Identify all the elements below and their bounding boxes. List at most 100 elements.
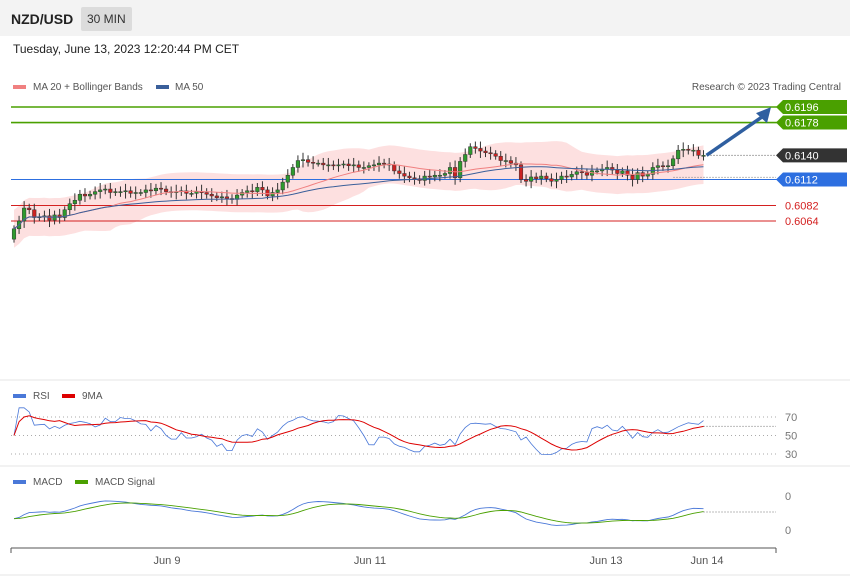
level-tag bbox=[776, 172, 847, 187]
candle-body bbox=[366, 165, 371, 168]
candle-body bbox=[610, 167, 615, 171]
pair-title: NZD/USD bbox=[11, 11, 74, 27]
candle-body bbox=[280, 181, 285, 191]
candle-body bbox=[224, 196, 229, 199]
candle-body bbox=[194, 191, 199, 194]
candle-body bbox=[615, 169, 620, 174]
x-tick-label: Jun 9 bbox=[154, 555, 181, 567]
candle-body bbox=[361, 167, 366, 169]
macd-signal-line bbox=[13, 502, 704, 524]
candle-body bbox=[665, 165, 671, 167]
ma50-line bbox=[13, 166, 704, 230]
candle-body bbox=[255, 187, 260, 192]
candle-body bbox=[204, 192, 209, 195]
candle-body bbox=[458, 161, 463, 179]
candle-body bbox=[584, 172, 589, 176]
candle-body bbox=[529, 176, 534, 182]
candle-body bbox=[427, 175, 432, 178]
candle-body bbox=[595, 170, 600, 173]
candle-body bbox=[214, 195, 219, 198]
candle-body bbox=[660, 165, 666, 167]
candle-body bbox=[473, 146, 478, 149]
main-legend: MA 20 + Bollinger Bands MA 50 bbox=[13, 82, 204, 93]
candle-body bbox=[676, 149, 681, 160]
candle-body bbox=[189, 193, 194, 195]
candle-body bbox=[376, 162, 382, 166]
candle-body bbox=[11, 228, 17, 240]
candle-body bbox=[645, 174, 650, 177]
candle-body bbox=[93, 191, 98, 195]
timeframe-button[interactable]: 30 MIN bbox=[81, 7, 132, 31]
x-tick-label: Jun 11 bbox=[354, 555, 386, 567]
rsi-ma-line bbox=[13, 415, 704, 451]
candle-body bbox=[123, 190, 128, 193]
candle-body bbox=[559, 175, 564, 180]
candle-body bbox=[265, 189, 270, 197]
candle-body bbox=[311, 162, 316, 164]
candle-body bbox=[691, 149, 696, 152]
candle-body bbox=[77, 193, 82, 201]
candle-body bbox=[630, 174, 635, 180]
candle-body bbox=[524, 179, 529, 182]
candle-body bbox=[341, 163, 346, 166]
candle-body bbox=[701, 155, 706, 157]
candle-body bbox=[285, 174, 290, 183]
candle-body bbox=[402, 173, 407, 177]
candle-body bbox=[442, 173, 447, 176]
candle-body bbox=[686, 149, 691, 151]
candle-body bbox=[219, 196, 224, 199]
candle-body bbox=[316, 162, 321, 165]
candle-body bbox=[27, 207, 32, 211]
price-levels: 0.6196 0.6178 0.6140 0.6112 0.6082 0.6064 bbox=[11, 100, 847, 228]
candle-body bbox=[72, 200, 77, 204]
candle-body bbox=[620, 170, 625, 174]
legend-swatch-rsi-ma bbox=[62, 394, 75, 398]
candle-body bbox=[544, 175, 549, 179]
candle-body bbox=[245, 190, 250, 193]
copyright: Research © 2023 Trading Central bbox=[692, 82, 841, 93]
candle-body bbox=[133, 192, 138, 194]
candle-body bbox=[534, 176, 539, 179]
candle-body bbox=[371, 164, 377, 167]
candle-body bbox=[164, 188, 169, 192]
candle-body bbox=[574, 171, 579, 175]
bollinger-band bbox=[14, 141, 704, 248]
candle-body bbox=[635, 172, 640, 180]
timestamp: Tuesday, June 13, 2023 12:20:44 PM CET bbox=[13, 42, 240, 56]
candle-body bbox=[128, 190, 133, 194]
candle-body bbox=[321, 162, 326, 166]
candle-body bbox=[143, 189, 148, 193]
ma20-line bbox=[13, 163, 704, 230]
candle-body bbox=[184, 190, 189, 194]
rsi-line bbox=[13, 407, 704, 455]
candle-body bbox=[503, 160, 508, 162]
x-tick-label: Jun 13 bbox=[589, 555, 622, 567]
candle-body bbox=[432, 174, 437, 178]
arrow-head bbox=[756, 107, 771, 124]
legend-swatch-rsi bbox=[13, 394, 26, 398]
macd-tick: 0 bbox=[785, 491, 791, 503]
legend-rsi-ma: 9MA bbox=[82, 391, 103, 402]
candle-body bbox=[67, 203, 72, 211]
candle-body bbox=[453, 167, 458, 179]
candle-body bbox=[549, 178, 554, 182]
candle-body bbox=[326, 164, 331, 167]
rsi-legend: RSI 9MA bbox=[13, 391, 103, 402]
legend-swatch-macd bbox=[13, 480, 26, 484]
candle-body bbox=[62, 209, 67, 218]
forecast-arrow bbox=[705, 107, 771, 157]
rsi-tick: 70 bbox=[785, 412, 797, 424]
candle-body bbox=[22, 207, 27, 222]
level-label: 0.6140 bbox=[785, 150, 819, 162]
candle-body bbox=[275, 189, 280, 193]
candle-body bbox=[336, 164, 341, 167]
candle-body bbox=[671, 158, 676, 166]
legend-ma50: MA 50 bbox=[175, 82, 204, 93]
level-tag bbox=[776, 100, 847, 114]
candle-body bbox=[518, 164, 524, 180]
candle-body bbox=[47, 215, 52, 221]
candle-body bbox=[346, 163, 351, 166]
macd-legend: MACD MACD Signal bbox=[13, 477, 155, 488]
candle-body bbox=[209, 193, 214, 197]
